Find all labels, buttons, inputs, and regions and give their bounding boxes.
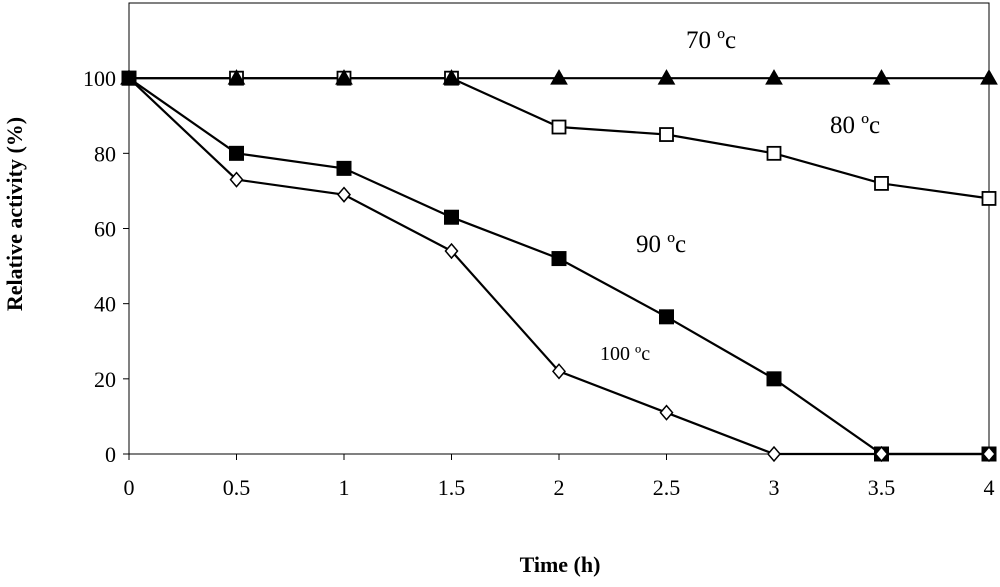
data-point <box>550 69 568 85</box>
series-label-90: 90 ºc <box>636 231 686 258</box>
series-label-100: 100 ºc <box>600 343 650 365</box>
series-label-70: 70 ºc <box>686 27 736 54</box>
data-point <box>229 145 244 161</box>
data-point <box>551 251 567 267</box>
data-point <box>766 145 782 161</box>
x-tick-label: 3.5 <box>868 475 896 500</box>
x-tick-label: 4 <box>984 475 995 500</box>
y-tick-label: 60 <box>94 217 116 242</box>
x-axis: 0 0.5 1 1.5 2 2.5 3 3.5 4 <box>124 454 995 500</box>
x-tick-label: 1 <box>339 475 350 500</box>
data-point <box>767 445 781 463</box>
x-tick-label: 1.5 <box>438 475 466 500</box>
data-point <box>551 119 567 135</box>
y-tick-label: 0 <box>105 442 116 467</box>
series-label-80: 80 ºc <box>830 112 880 139</box>
data-point <box>980 69 998 85</box>
y-tick-label: 100 <box>83 66 116 91</box>
data-point <box>874 445 889 463</box>
data-point <box>874 175 889 191</box>
data-point <box>659 127 674 142</box>
data-point <box>120 69 138 85</box>
data-point <box>659 404 674 421</box>
y-tick-label: 40 <box>94 292 116 317</box>
data-point <box>765 69 783 85</box>
x-tick-label: 2.5 <box>653 475 681 500</box>
x-tick-label: 0.5 <box>223 475 251 500</box>
y-tick-label: 80 <box>94 141 116 166</box>
data-point <box>444 242 459 260</box>
y-axis: 0 20 40 60 80 100 <box>83 66 129 467</box>
data-point <box>227 69 246 85</box>
data-point <box>336 160 352 176</box>
data-point <box>766 371 782 387</box>
data-point <box>657 69 676 85</box>
x-tick-label: 3 <box>769 475 780 500</box>
data-point <box>335 69 353 85</box>
x-axis-title: Time (h) <box>520 552 601 577</box>
y-axis-title: Relative activity (%) <box>2 117 27 311</box>
data-point <box>229 171 244 188</box>
x-tick-label: 2 <box>554 475 565 500</box>
data-point <box>872 69 891 85</box>
data-point <box>444 209 459 225</box>
data-point <box>552 363 566 380</box>
series-layer <box>120 69 998 463</box>
y-tick-label: 20 <box>94 367 116 392</box>
data-point <box>982 445 996 463</box>
data-point <box>442 69 461 85</box>
data-point <box>659 309 674 325</box>
data-point <box>337 186 351 203</box>
x-tick-label: 0 <box>124 475 135 500</box>
data-point <box>981 191 997 206</box>
